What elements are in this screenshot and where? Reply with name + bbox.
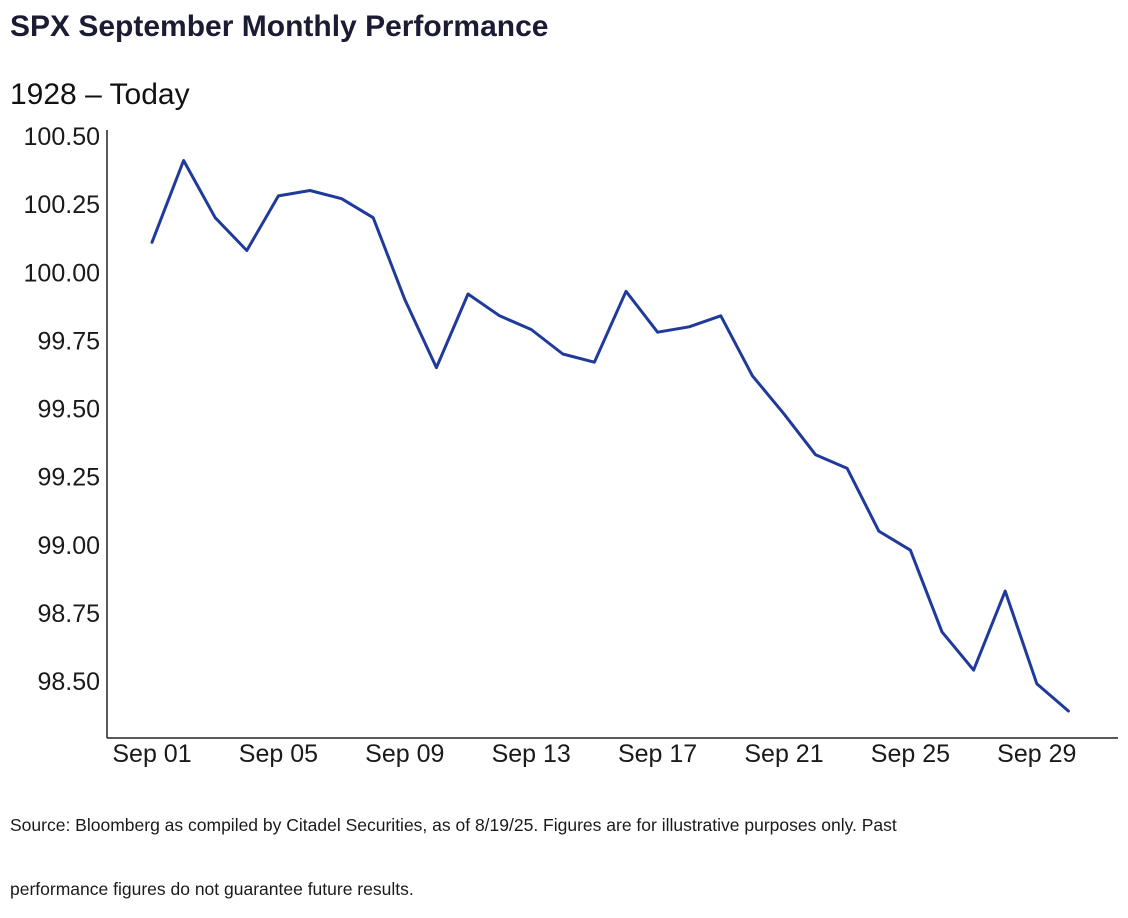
x-tick-label: Sep 21 xyxy=(744,740,823,768)
x-tick-label: Sep 01 xyxy=(112,740,191,768)
y-tick-label: 99.00 xyxy=(37,532,100,560)
y-tick-label: 100.50 xyxy=(24,123,100,151)
chart-subtitle: 1928 – Today xyxy=(10,78,190,111)
series-line xyxy=(150,159,1070,713)
x-tick-label: Sep 13 xyxy=(492,740,571,768)
y-tick-label: 100.00 xyxy=(24,259,100,287)
y-tick-label: 99.50 xyxy=(37,396,100,424)
x-tick-label: Sep 05 xyxy=(239,740,318,768)
y-tick-label: 100.25 xyxy=(24,191,100,219)
x-tick-label: Sep 17 xyxy=(618,740,697,768)
line-chart: 100.50 100.25 100.00 99.75 99.50 99.25 99.00 98… xyxy=(24,123,1118,768)
x-tick-label: Sep 09 xyxy=(365,740,444,768)
x-tick-label: Sep 25 xyxy=(871,740,950,768)
x-tick-label: Sep 29 xyxy=(997,740,1076,768)
y-tick-label: 98.50 xyxy=(37,668,100,696)
source-note-line-2: performance figures do not guarantee fut… xyxy=(10,879,414,899)
source-note-line-1: Source: Bloomberg as compiled by Citadel… xyxy=(10,815,897,835)
chart-title: SPX September Monthly Performance xyxy=(10,10,549,43)
y-tick-label: 99.25 xyxy=(37,464,100,492)
y-tick-label: 99.75 xyxy=(37,327,100,355)
y-tick-label: 98.75 xyxy=(37,600,100,628)
